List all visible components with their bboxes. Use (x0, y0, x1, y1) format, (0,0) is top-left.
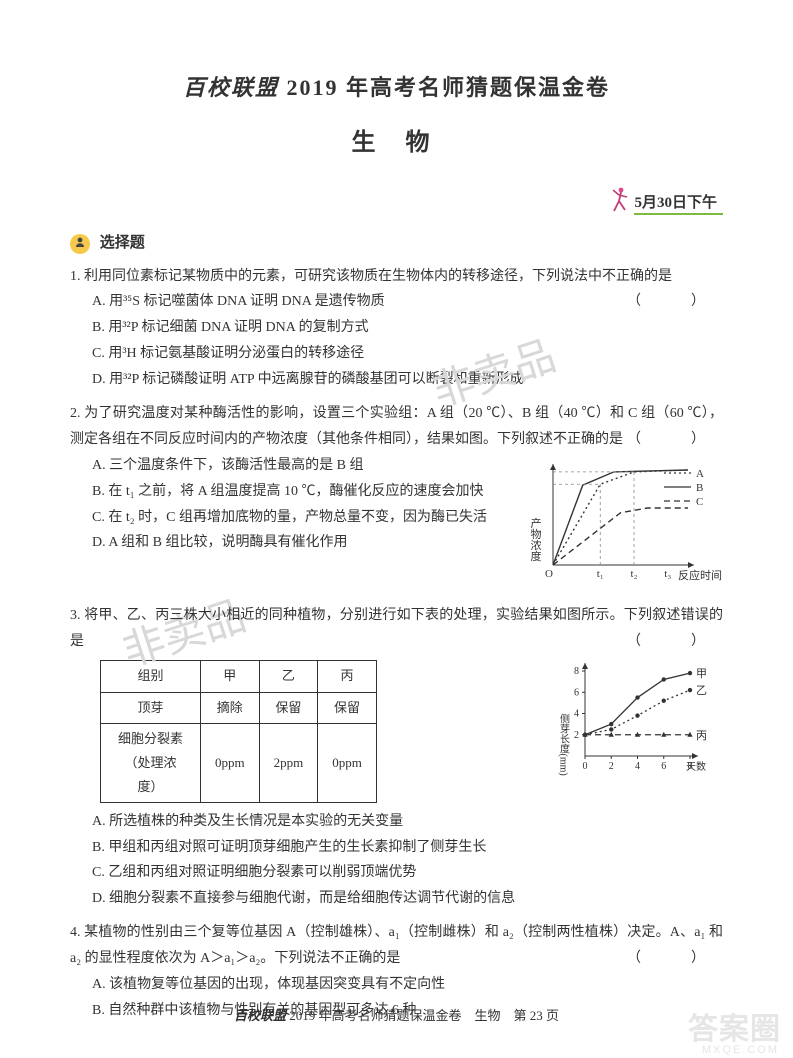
svg-text:产物浓度: 产物浓度 (529, 516, 542, 562)
table-cell: 保留 (318, 692, 377, 723)
answer-blank: （ ） (627, 946, 723, 972)
q-text: 利用同位素标记某物质中的元素，可研究该物质在生物体内的转移途径，下列说法中不正确… (84, 269, 672, 284)
stick-figure-icon (609, 187, 631, 218)
table-cell: 2ppm (259, 723, 318, 802)
svg-text:天数: 天数 (686, 760, 706, 773)
svg-text:O: O (545, 568, 553, 580)
table-header: 乙 (259, 661, 318, 692)
svg-text:t₁: t₁ (597, 568, 604, 580)
svg-text:乙: 乙 (696, 685, 707, 698)
option-b: B. 用³²P 标记细菌 DNA 证明 DNA 的复制方式 (92, 315, 723, 341)
option-c: C. 在 t₂ 时，C 组再增加底物的量，产物总量不变，因为酶已失活 (92, 505, 513, 531)
table-header: 组别 (101, 661, 201, 692)
subject-title: 生 物 (70, 122, 723, 157)
svg-text:B: B (696, 482, 703, 494)
q3-stem: 3. 将甲、乙、丙三株大小相近的同种植物，分别进行如下表的处理，实验结果如图所示… (70, 603, 723, 655)
question-3: 3. 将甲、乙、丙三株大小相近的同种植物，分别进行如下表的处理，实验结果如图所示… (70, 603, 723, 913)
q-number: 1. (70, 269, 81, 284)
svg-text:8: 8 (574, 666, 579, 677)
svg-text:6: 6 (661, 761, 666, 772)
answer-blank: （ ） (627, 427, 723, 453)
svg-text:侧芽长度(mm): 侧芽长度(mm) (558, 713, 570, 776)
table-cell: 顶芽 (101, 692, 201, 723)
q2-chart: t₁ t₂ t₃ O 反应时间 产物浓度 ABC (523, 455, 723, 595)
table-cell: 0ppm (201, 723, 260, 802)
answer-blank: （ ） (627, 629, 723, 655)
svg-text:2: 2 (574, 730, 579, 741)
q1-stem: 1. 利用同位素标记某物质中的元素，可研究该物质在生物体内的转移途径，下列说法中… (70, 264, 723, 290)
table-cell: 保留 (259, 692, 318, 723)
option-d: D. 用³²P 标记磷酸证明 ATP 中远离腺苷的磷酸基团可以断裂和重新形成 (92, 367, 723, 393)
svg-text:丙: 丙 (696, 730, 707, 742)
option-b: B. 在 t₁ 之前，将 A 组温度提高 10 ℃，酶催化反应的速度会加快 (92, 479, 513, 505)
table-header: 丙 (318, 661, 377, 692)
svg-text:4: 4 (574, 709, 579, 720)
q-text: 将甲、乙、丙三株大小相近的同种植物，分别进行如下表的处理，实验结果如图所示。下列… (70, 608, 723, 649)
table-row: 顶芽 摘除 保留 保留 (101, 692, 377, 723)
q3-table: 组别 甲 乙 丙 顶芽 摘除 保留 保留 细胞分裂素（处理浓度） 0ppm 2p… (100, 660, 377, 802)
svg-text:反应时间: 反应时间 (678, 568, 722, 582)
svg-text:t₂: t₂ (631, 568, 638, 580)
svg-text:6: 6 (574, 688, 579, 699)
option-a: A. 该植物复等位基因的出现，体现基因突变具有不定向性 (92, 972, 723, 998)
q-number: 2. (70, 406, 81, 421)
page-title: 百校联盟 2019 年高考名师猜题保温金卷 (70, 70, 723, 102)
q1-options: A. 用³⁵S 标记噬菌体 DNA 证明 DNA 是遗传物质 B. 用³²P 标… (70, 289, 723, 393)
svg-text:0: 0 (583, 761, 588, 772)
person-icon (70, 234, 90, 254)
answer-blank: （ ） (627, 289, 723, 315)
q-number: 3. (70, 608, 81, 623)
svg-text:t₃: t₃ (664, 568, 671, 580)
question-1: 1. 利用同位素标记某物质中的元素，可研究该物质在生物体内的转移途径，下列说法中… (70, 264, 723, 393)
q-text: 某植物的性别由三个复等位基因 A（控制雄株）、a₁（控制雌株）和 a₂（控制两性… (70, 925, 723, 966)
section-heading: 选择题 (70, 231, 723, 254)
date-banner: 5月30日下午 (70, 187, 723, 217)
svg-text:A: A (696, 468, 704, 480)
q3-options: A. 所选植株的种类及生长情况是本实验的无关变量 B. 甲组和丙组对照可证明顶芽… (70, 809, 723, 913)
q2-stem: 2. 为了研究温度对某种酶活性的影响，设置三个实验组：A 组（20 ℃）、B 组… (70, 401, 723, 453)
footer-rest: 2019 年高考名师猜题保温金卷 生物 第 23 页 (289, 1008, 559, 1023)
table-cell: 0ppm (318, 723, 377, 802)
svg-text:2: 2 (609, 761, 614, 772)
q3-chart: 024682468甲乙丙天数侧芽长度(mm) (553, 656, 723, 786)
question-2: 2. 为了研究温度对某种酶活性的影响，设置三个实验组：A 组（20 ℃）、B 组… (70, 401, 723, 595)
option-c: C. 乙组和丙组对照证明细胞分裂素可以削弱顶端优势 (92, 860, 723, 886)
option-a: A. 所选植株的种类及生长情况是本实验的无关变量 (92, 809, 723, 835)
option-d: D. 细胞分裂素不直接参与细胞代谢，而是给细胞传达调节代谢的信息 (92, 886, 723, 912)
option-d: D. A 组和 B 组比较，说明酶具有催化作用 (92, 530, 513, 556)
q4-stem: 4. 某植物的性别由三个复等位基因 A（控制雄株）、a₁（控制雌株）和 a₂（控… (70, 920, 723, 972)
table-cell: 细胞分裂素（处理浓度） (101, 723, 201, 802)
table-header: 甲 (201, 661, 260, 692)
date-text: 5月30日下午 (634, 191, 723, 215)
table-cell: 摘除 (201, 692, 260, 723)
section-label: 选择题 (100, 235, 145, 251)
page-footer: 百校联盟 2019 年高考名师猜题保温金卷 生物 第 23 页 (0, 1005, 793, 1024)
option-c: C. 用³H 标记氨基酸证明分泌蛋白的转移途径 (92, 341, 723, 367)
q-number: 4. (70, 925, 81, 940)
svg-text:甲: 甲 (696, 669, 707, 681)
option-a: A. 三个温度条件下，该酶活性最高的是 B 组 (92, 453, 513, 479)
table-row: 组别 甲 乙 丙 (101, 661, 377, 692)
brand-name: 百校联盟 (183, 75, 279, 100)
table-row: 细胞分裂素（处理浓度） 0ppm 2ppm 0ppm (101, 723, 377, 802)
corner-watermark: 答案圈 (688, 1004, 781, 1048)
corner-url: MXQE.COM (702, 1044, 779, 1056)
title-rest: 2019 年高考名师猜题保温金卷 (287, 75, 611, 100)
footer-brand: 百校联盟 (234, 1008, 286, 1023)
option-b: B. 甲组和丙组对照可证明顶芽细胞产生的生长素抑制了侧芽生长 (92, 835, 723, 861)
q-text: 为了研究温度对某种酶活性的影响，设置三个实验组：A 组（20 ℃）、B 组（40… (70, 406, 723, 447)
svg-text:4: 4 (635, 761, 640, 772)
svg-text:C: C (696, 496, 703, 508)
